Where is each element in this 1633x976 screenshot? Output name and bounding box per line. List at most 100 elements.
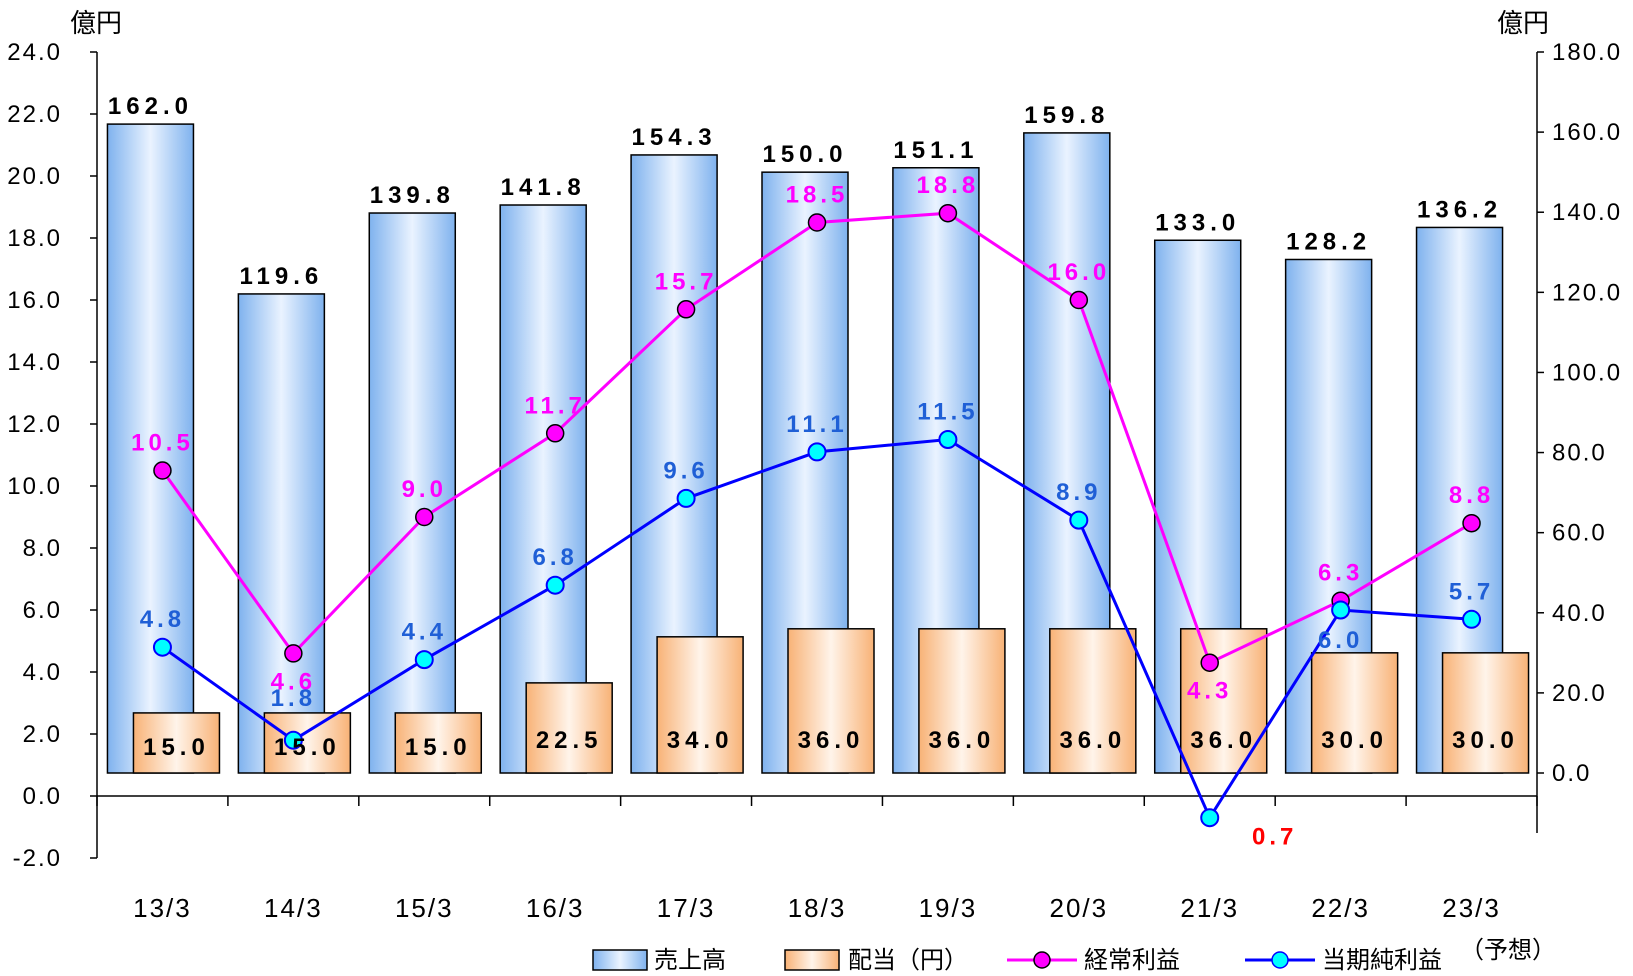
category-label: 19/3 — [919, 893, 978, 923]
dividend-bar — [1441, 652, 1530, 774]
right-tick-label: 40.0 — [1552, 600, 1607, 627]
legend-swatch-dividend — [784, 949, 840, 971]
net-profit-marker — [545, 575, 565, 595]
ordinary-profit-marker — [545, 424, 565, 443]
dividend-bar — [525, 682, 613, 774]
net-profit-label: 8.9 — [1056, 479, 1101, 506]
left-tick-label: 0.0 — [23, 783, 62, 810]
dividend-bar — [656, 636, 744, 774]
ordinary-profit-label: 16.0 — [1047, 259, 1110, 286]
dividend-bar — [918, 628, 1006, 774]
legend-marker-net — [1271, 951, 1289, 969]
ordinary-profit-marker — [415, 507, 434, 527]
sales-value-label: 128.2 — [1286, 228, 1371, 255]
left-tick-label: 22.0 — [7, 101, 62, 128]
sales-bar — [368, 212, 457, 774]
left-tick-label: 2.0 — [23, 721, 62, 748]
category-label: 23/3 — [1442, 893, 1501, 923]
legend: 売上高 配当（円） 経常利益 当期純利益 （予想） — [592, 936, 1556, 974]
dividend-value-label: 36.0 — [1190, 727, 1257, 754]
ordinary-profit-label: 10.5 — [131, 430, 194, 457]
dividend-value-label: 36.0 — [929, 727, 996, 754]
legend-label-dividend: 配当（円） — [848, 946, 968, 974]
sales-value-label: 162.0 — [108, 93, 193, 120]
dividend-value-label: 30.0 — [1321, 727, 1388, 754]
net-profit-marker — [676, 488, 696, 508]
net-profit-marker — [1462, 609, 1482, 629]
right-tick-label: 60.0 — [1552, 520, 1607, 547]
dividend-bars — [132, 628, 1530, 774]
legend-label-net: 当期純利益 — [1322, 946, 1442, 974]
dividend-bar — [394, 712, 483, 774]
net-profit-marker — [1200, 808, 1220, 828]
dividend-value-label: 15.0 — [274, 734, 341, 761]
sales-value-label: 133.0 — [1155, 209, 1240, 236]
left-axis-unit: 億円 — [70, 9, 122, 39]
dividend-bar — [263, 712, 352, 774]
left-tick-label: 20.0 — [7, 163, 62, 190]
right-tick-label: 140.0 — [1552, 199, 1622, 226]
dividend-bar — [1310, 652, 1399, 774]
left-tick-label: 4.0 — [23, 659, 62, 686]
category-label: 21/3 — [1180, 893, 1239, 923]
ordinary-profit-marker — [676, 300, 696, 319]
right-tick-label: 80.0 — [1552, 440, 1607, 467]
dividend-bar — [132, 712, 221, 774]
category-label: 14/3 — [264, 893, 323, 923]
net-profit-label: 1.8 — [271, 685, 316, 712]
category-label: 17/3 — [657, 893, 716, 923]
left-tick-label: 16.0 — [7, 287, 62, 314]
sales-bar — [499, 204, 587, 774]
sales-value-label: 150.0 — [762, 141, 847, 168]
ordinary-profit-marker — [1200, 653, 1219, 672]
right-tick-label: 180.0 — [1552, 39, 1622, 66]
dividend-value-label: 36.0 — [798, 727, 865, 754]
sales-value-label: 151.1 — [893, 137, 978, 164]
dividend-value-label: 22.5 — [536, 727, 603, 754]
ordinary-profit-label: 6.3 — [1318, 560, 1363, 587]
legend-label-sales: 売上高 — [654, 946, 726, 974]
net-profit-label: 6.8 — [532, 544, 577, 571]
net-profit-label: 5.7 — [1449, 578, 1494, 605]
net-profit-label: 9.6 — [663, 457, 708, 484]
ordinary-profit-marker — [284, 644, 303, 663]
right-tick-label: 0.0 — [1552, 760, 1591, 787]
dividend-bar — [1049, 628, 1137, 774]
net-profit-marker — [283, 730, 303, 750]
dividend-value-label: 34.0 — [667, 727, 734, 754]
right-tick-label: 100.0 — [1552, 359, 1622, 386]
legend-marker-ordinary — [1033, 951, 1051, 969]
net-profit-label: 6.0 — [1318, 627, 1363, 654]
ordinary-profit-marker — [1069, 290, 1089, 310]
net-profit-marker — [807, 442, 827, 462]
left-tick-label: 14.0 — [7, 349, 62, 376]
ordinary-profit-label: 18.8 — [917, 172, 980, 199]
ordinary-profit-marker — [1462, 513, 1481, 533]
ordinary-profit-marker — [807, 213, 827, 232]
right-tick-label: 120.0 — [1552, 279, 1622, 306]
profit-lines — [152, 203, 1482, 828]
ordinary-profit-label: 11.7 — [524, 392, 585, 419]
net-profit-label: 4.4 — [402, 619, 447, 646]
ordinary-profit-label: 8.8 — [1449, 482, 1494, 509]
left-tick-label: 24.0 — [7, 39, 62, 66]
net-profit-marker — [938, 430, 958, 449]
ordinary-profit-marker — [153, 461, 172, 480]
ordinary-profit-label: 9.0 — [402, 476, 447, 503]
category-label: 20/3 — [1050, 893, 1109, 923]
sales-bar — [106, 123, 195, 774]
sales-value-label: 159.8 — [1024, 102, 1109, 129]
right-tick-label: 160.0 — [1552, 119, 1622, 146]
forecast-note: （予想） — [1460, 936, 1556, 964]
left-tick-label: 18.0 — [7, 225, 62, 252]
left-tick-label: 6.0 — [23, 597, 62, 624]
net-profit-label: 0.7 — [1252, 824, 1297, 851]
dividend-value-label: 30.0 — [1452, 727, 1519, 754]
category-label: 13/3 — [133, 893, 192, 923]
left-tick-label: -2.0 — [13, 845, 62, 872]
net-profit-marker — [414, 650, 434, 670]
sales-value-label: 139.8 — [370, 182, 455, 209]
axes: 24.0 22.0 20.0 18.0 16.0 14.0 12.0 10.0 8.0 6.0 4.… — [7, 39, 1622, 923]
net-profit-label: 4.8 — [140, 606, 185, 633]
